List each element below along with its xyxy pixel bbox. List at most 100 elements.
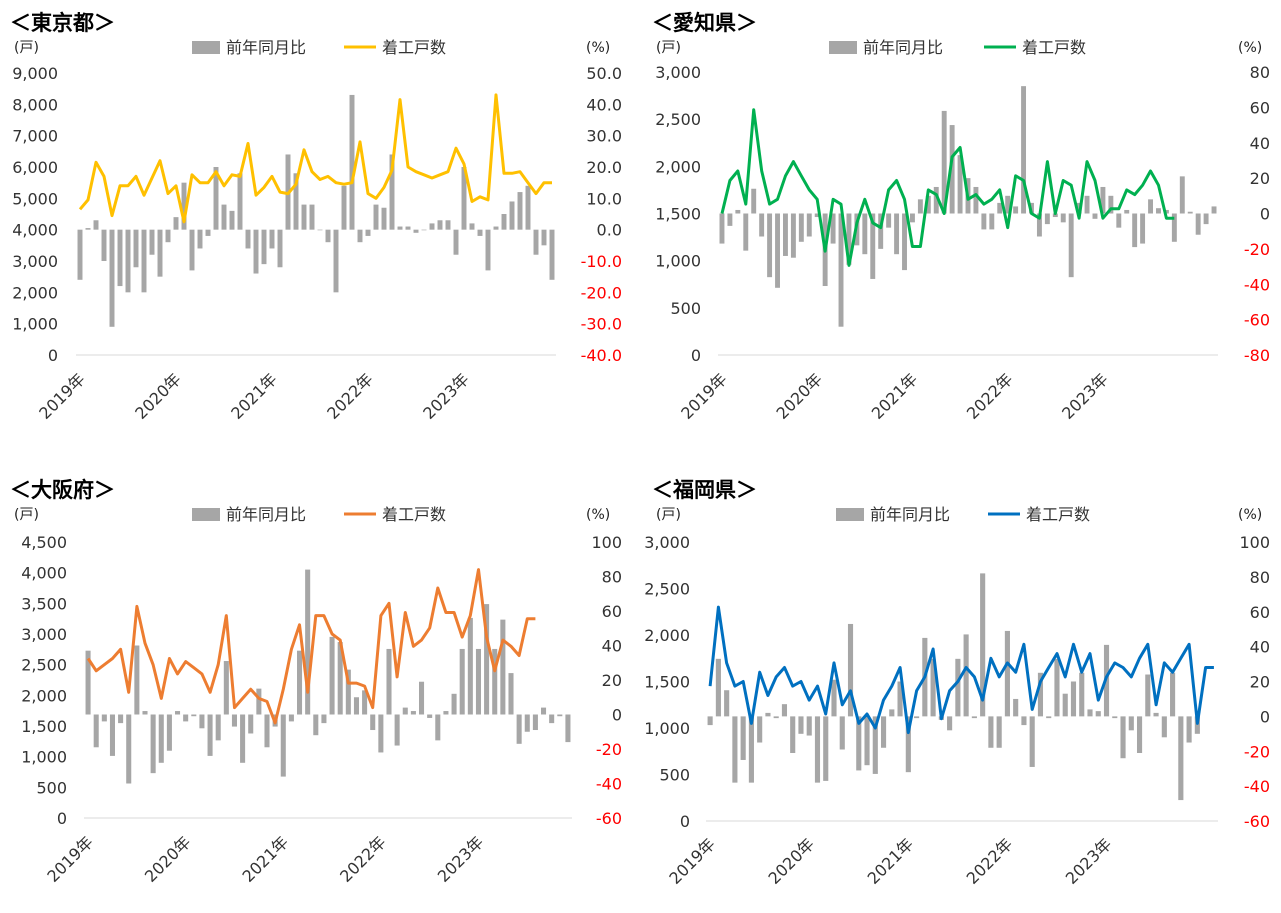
yoy-bar — [240, 714, 246, 763]
yoy-bar — [1178, 716, 1184, 801]
yoy-bar — [839, 716, 845, 750]
yoy-bar — [394, 714, 400, 746]
left-tick-label: 3,500 — [21, 594, 67, 613]
yoy-bar — [1029, 716, 1035, 767]
yoy-bar — [485, 229, 491, 271]
right-tick-label: 10.0 — [586, 189, 622, 208]
yoy-bar — [85, 650, 91, 715]
x-tick-label: 2019年 — [677, 369, 731, 423]
yoy-bar — [297, 650, 303, 715]
yoy-bar — [101, 714, 107, 722]
yoy-bar — [1068, 213, 1074, 278]
yoy-bar — [150, 714, 156, 774]
yoy-bar — [790, 213, 796, 258]
yoy-bar — [493, 226, 499, 230]
yoy-bar — [325, 229, 331, 243]
right-tick-label: 20 — [602, 671, 622, 690]
x-tick-label: 2019年 — [665, 834, 719, 888]
yoy-bar — [313, 714, 319, 736]
yoy-bar — [981, 213, 987, 230]
right-tick-label: -60 — [1244, 311, 1270, 330]
yoy-bar — [337, 642, 343, 715]
yoy-bar — [909, 213, 915, 223]
left-tick-label: 500 — [659, 766, 690, 785]
right-tick-label: 40 — [1250, 638, 1270, 657]
x-tick-label: 2023年 — [434, 832, 488, 886]
yoy-bar — [773, 716, 779, 719]
yoy-bar — [301, 204, 307, 230]
left-tick-label: 1,000 — [12, 315, 58, 334]
yoy-bar — [309, 204, 315, 230]
yoy-bar — [1021, 86, 1027, 214]
yoy-bar — [1153, 712, 1159, 717]
yoy-bar — [765, 712, 771, 717]
x-tick-label: 2022年 — [963, 369, 1017, 423]
yoy-bar — [781, 704, 788, 717]
yoy-bar — [872, 716, 878, 774]
left-tick-label: 1,000 — [644, 719, 690, 738]
yoy-bar — [93, 220, 99, 230]
left-tick-label: 2,000 — [21, 686, 67, 705]
yoy-bar — [1112, 716, 1118, 719]
right-tick-label: -40 — [596, 775, 622, 794]
yoy-bar — [500, 619, 506, 715]
right-tick-label: 60 — [1250, 98, 1270, 117]
legend-bar-label: 前年同月比 — [226, 38, 306, 57]
yoy-bar — [451, 693, 457, 715]
yoy-bar — [814, 716, 821, 783]
yoy-bar — [798, 716, 804, 734]
yoy-bar — [484, 604, 490, 715]
left-tick-label: 1,000 — [21, 748, 67, 767]
yoy-bar — [1163, 209, 1169, 214]
right-tick-label: -40.0 — [581, 346, 622, 365]
yoy-bar — [1203, 213, 1209, 225]
yoy-bar — [1156, 208, 1161, 214]
left-tick-label: 500 — [670, 299, 701, 318]
yoy-bar — [996, 716, 1002, 748]
yoy-bar — [508, 673, 514, 715]
yoy-bar — [421, 229, 427, 231]
right-tick-label: -10.0 — [581, 252, 622, 271]
yoy-bar — [117, 229, 123, 287]
yoy-bar — [757, 716, 763, 743]
yoy-bar — [386, 648, 392, 715]
left-tick-label: 0 — [57, 809, 67, 828]
left-tick-label: 9,000 — [12, 64, 58, 83]
right-tick-label: 100 — [591, 533, 622, 552]
yoy-bar — [862, 213, 868, 255]
yoy-bar — [357, 229, 363, 243]
yoy-bar — [1132, 213, 1138, 248]
left-axis-unit: (戸) — [14, 507, 39, 523]
yoy-bar — [751, 188, 757, 214]
yoy-bar — [1092, 213, 1098, 219]
yoy-bar — [492, 648, 498, 715]
yoy-bar — [1036, 213, 1042, 237]
yoy-bar — [475, 648, 481, 715]
yoy-bar — [125, 229, 131, 293]
right-tick-label: -30.0 — [581, 315, 622, 334]
right-tick-label: -20 — [1244, 240, 1270, 259]
yoy-bar — [743, 213, 749, 251]
yoy-bar — [429, 223, 435, 230]
yoy-bar — [941, 110, 947, 214]
yoy-bar — [1013, 698, 1019, 717]
x-tick-label: 2020年 — [772, 369, 826, 423]
right-tick-label: 80 — [1250, 568, 1270, 587]
yoy-bar — [149, 229, 155, 255]
yoy-bar — [221, 204, 227, 230]
yoy-bar — [133, 229, 139, 268]
yoy-bar — [197, 229, 203, 249]
yoy-bar — [947, 716, 953, 731]
legend-line-label: 着工戸数 — [1026, 505, 1090, 524]
right-tick-label: -60 — [1244, 812, 1270, 831]
yoy-bar — [1195, 213, 1201, 235]
yoy-bar — [362, 690, 368, 715]
yoy-bar — [317, 229, 323, 231]
left-tick-label: 0 — [680, 812, 690, 831]
right-tick-label: -40 — [1244, 777, 1270, 796]
yoy-bar — [261, 229, 267, 265]
yoy-bar — [963, 634, 969, 717]
yoy-bar — [1140, 213, 1146, 244]
yoy-bar — [459, 648, 465, 715]
